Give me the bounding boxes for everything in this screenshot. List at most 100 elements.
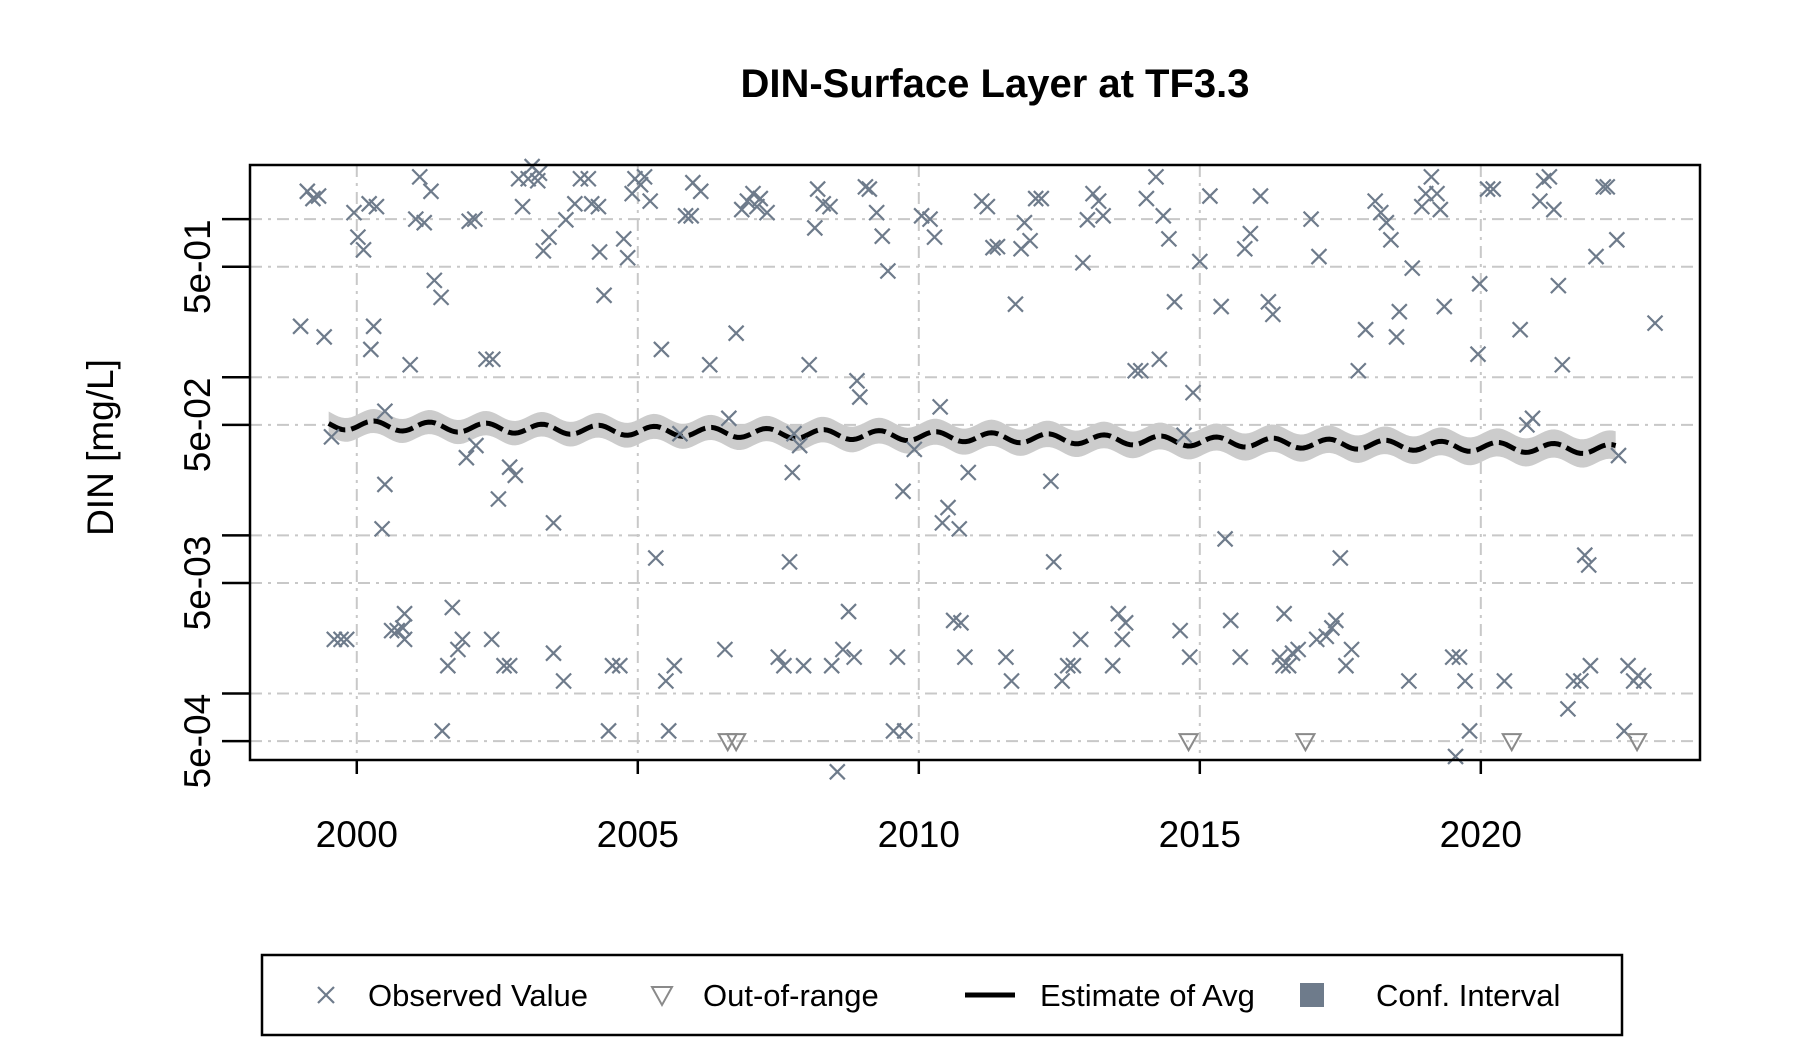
observed-point xyxy=(1595,178,1612,196)
observed-point xyxy=(484,350,502,368)
observed-point xyxy=(896,722,914,740)
observed-point xyxy=(984,239,1002,256)
observed-point xyxy=(1231,648,1249,666)
observed-point xyxy=(1274,657,1292,674)
observed-point xyxy=(823,657,840,674)
observed-point xyxy=(775,657,793,674)
observed-point xyxy=(1113,631,1131,648)
x-tick-label: 2015 xyxy=(1159,814,1241,855)
observed-point xyxy=(791,437,808,454)
observed-points xyxy=(292,158,1664,781)
observed-point xyxy=(555,672,572,690)
observed-point xyxy=(906,441,923,458)
observed-point xyxy=(326,631,343,648)
observed-point xyxy=(1280,657,1297,674)
observed-point xyxy=(1166,293,1183,311)
observed-point xyxy=(415,214,433,231)
observed-point xyxy=(851,388,869,406)
observed-point xyxy=(716,641,734,658)
observed-point xyxy=(1400,672,1418,690)
observed-point xyxy=(671,425,689,442)
observed-point xyxy=(1598,178,1616,196)
y-axis-label: DIN [mg/L] xyxy=(80,359,121,536)
observed-point xyxy=(1366,192,1384,210)
observed-point xyxy=(1444,648,1461,666)
observed-point xyxy=(739,192,756,210)
observed-point xyxy=(1184,384,1202,401)
observed-point xyxy=(619,249,636,267)
observed-point xyxy=(1027,190,1044,207)
observed-point xyxy=(1242,225,1259,242)
observed-point xyxy=(873,227,891,245)
observed-point xyxy=(1559,700,1577,718)
observed-point xyxy=(1181,648,1198,666)
out-of-range-point xyxy=(1177,733,1200,753)
observed-point xyxy=(1104,657,1121,674)
y-axis: 5e-04 5e-03 5e-02 5e-01 xyxy=(177,217,250,789)
observed-point xyxy=(956,648,974,666)
y-tick-label: 5e-04 xyxy=(177,694,218,789)
observed-point xyxy=(501,458,518,476)
observed-point xyxy=(292,318,309,335)
out-of-range-point xyxy=(1626,733,1648,753)
observed-point xyxy=(467,437,485,454)
y-tick-label: 5e-02 xyxy=(177,378,218,473)
observed-point xyxy=(1264,306,1282,323)
observed-point xyxy=(979,198,996,215)
observed-point xyxy=(931,398,949,416)
observed-point xyxy=(1447,748,1464,765)
observed-point xyxy=(349,228,367,246)
observed-point xyxy=(531,165,548,182)
observed-point xyxy=(950,520,968,538)
observed-point xyxy=(407,210,425,228)
observed-point xyxy=(1343,641,1360,658)
observed-point xyxy=(1350,362,1367,380)
x-axis: 2000 2005 2010 2015 2020 xyxy=(316,760,1522,855)
observed-point xyxy=(701,356,719,374)
observed-point xyxy=(926,228,943,246)
observed-point xyxy=(323,428,340,446)
observed-point xyxy=(580,170,597,188)
observed-point xyxy=(800,356,818,374)
observed-point xyxy=(1084,185,1102,202)
legend-observed-icon xyxy=(317,986,335,1004)
legend-label: Observed Value xyxy=(368,978,588,1013)
observed-point xyxy=(1403,259,1421,277)
observed-point xyxy=(1275,605,1293,622)
observed-point xyxy=(845,648,863,666)
legend: Observed Value Out-of-range Estimate of Av… xyxy=(260,953,1624,1037)
observed-point xyxy=(332,631,350,648)
observed-point xyxy=(615,230,633,248)
observed-point xyxy=(1201,187,1219,205)
observed-point xyxy=(727,324,745,342)
observed-point xyxy=(444,599,461,616)
observed-point xyxy=(666,657,683,674)
grid-lines xyxy=(250,165,1700,760)
observed-point xyxy=(795,657,812,674)
observed-point xyxy=(1302,210,1320,228)
observed-point xyxy=(1074,254,1092,272)
observed-point xyxy=(677,207,694,225)
x-tick-label: 2010 xyxy=(878,814,960,855)
observed-point xyxy=(483,631,500,648)
observed-point xyxy=(1317,628,1335,645)
observed-point xyxy=(641,192,659,210)
observed-point xyxy=(1065,657,1082,674)
observed-point xyxy=(1391,303,1408,320)
observed-point xyxy=(1045,553,1062,571)
observed-point xyxy=(1456,672,1474,690)
observed-point xyxy=(1461,722,1478,740)
observed-point xyxy=(460,212,478,230)
observed-point xyxy=(401,356,419,374)
observed-point xyxy=(1545,201,1563,218)
observed-point xyxy=(1587,248,1605,265)
estimate-of-avg-line xyxy=(327,418,1617,456)
observed-point xyxy=(449,641,467,658)
observed-point xyxy=(591,243,608,261)
observed-point xyxy=(1007,295,1024,313)
observed-point xyxy=(1479,180,1496,198)
observed-point xyxy=(1016,214,1033,231)
observed-point xyxy=(501,657,518,674)
observed-point xyxy=(1222,612,1239,629)
observed-point xyxy=(1021,232,1039,250)
